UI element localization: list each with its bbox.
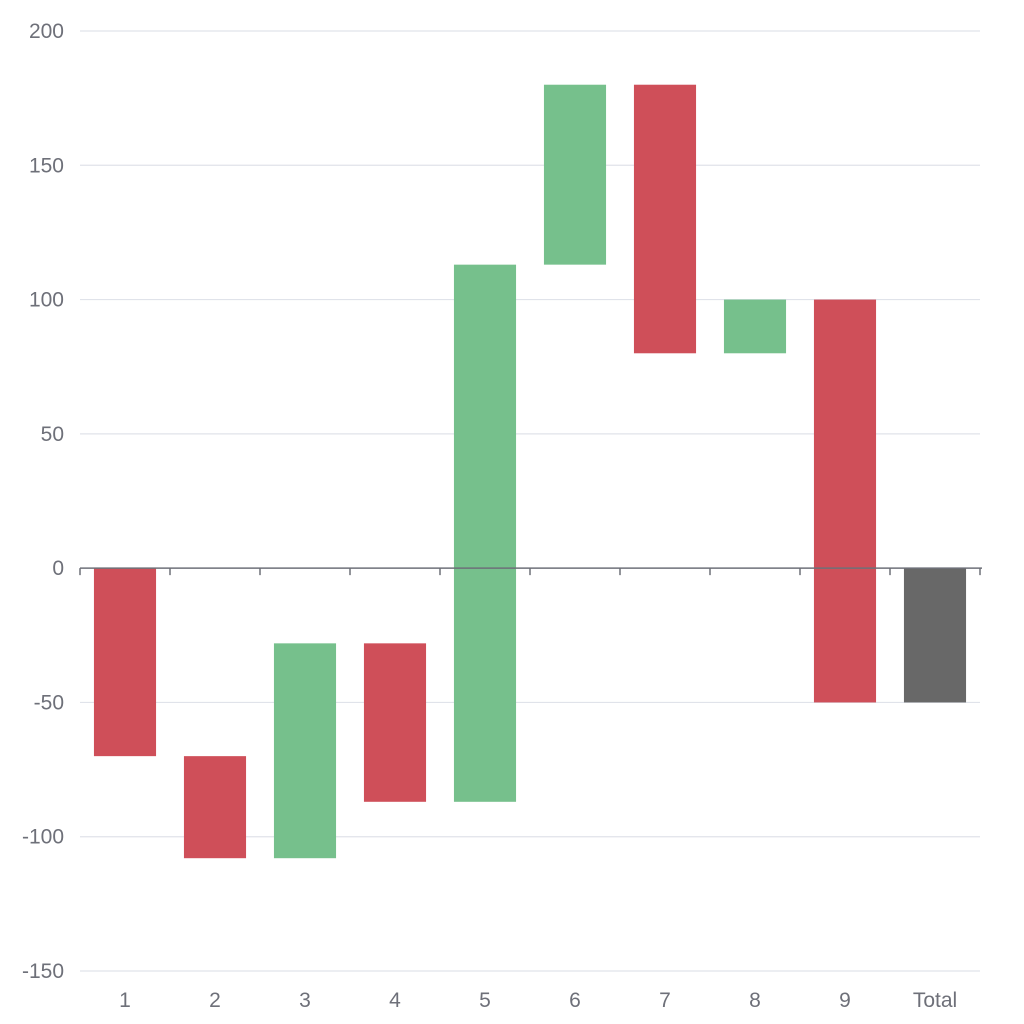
bar-6 bbox=[543, 84, 607, 265]
bar-2 bbox=[183, 756, 247, 859]
bar-9 bbox=[813, 299, 877, 703]
bar-7 bbox=[633, 84, 697, 354]
bar-5 bbox=[453, 264, 517, 802]
bar-8 bbox=[723, 299, 787, 354]
x-tick-label: 5 bbox=[479, 989, 491, 1012]
x-tick-label: 7 bbox=[659, 989, 671, 1012]
y-tick-label: 150 bbox=[29, 154, 64, 177]
label-layer: 200 150 100 50 0 -50 -100 -150 1 2 3 4 5 6 7 8 9 Total bbox=[22, 20, 957, 1012]
x-tick-label: 3 bbox=[299, 989, 311, 1012]
y-tick-label: 0 bbox=[52, 557, 64, 580]
bar-total bbox=[903, 568, 967, 703]
x-tick-label: 4 bbox=[389, 989, 401, 1012]
bar-3 bbox=[273, 643, 337, 859]
x-tick-label: 8 bbox=[749, 989, 761, 1012]
x-tick-label: 1 bbox=[119, 989, 131, 1012]
y-tick-label: -50 bbox=[34, 691, 64, 714]
y-tick-label: 100 bbox=[29, 289, 64, 312]
bar-layer bbox=[93, 84, 967, 859]
x-tick-label: Total bbox=[913, 989, 957, 1012]
y-tick-label: 200 bbox=[29, 20, 64, 43]
y-tick-label: -150 bbox=[22, 960, 64, 983]
x-tick-label: 9 bbox=[839, 989, 851, 1012]
y-tick-label: -100 bbox=[22, 826, 64, 849]
bar-4 bbox=[363, 643, 427, 802]
x-tick-label: 6 bbox=[569, 989, 581, 1012]
x-tick-label: 2 bbox=[209, 989, 221, 1012]
axis-layer bbox=[79, 567, 982, 576]
y-tick-label: 50 bbox=[41, 423, 64, 446]
bar-1 bbox=[93, 568, 157, 757]
